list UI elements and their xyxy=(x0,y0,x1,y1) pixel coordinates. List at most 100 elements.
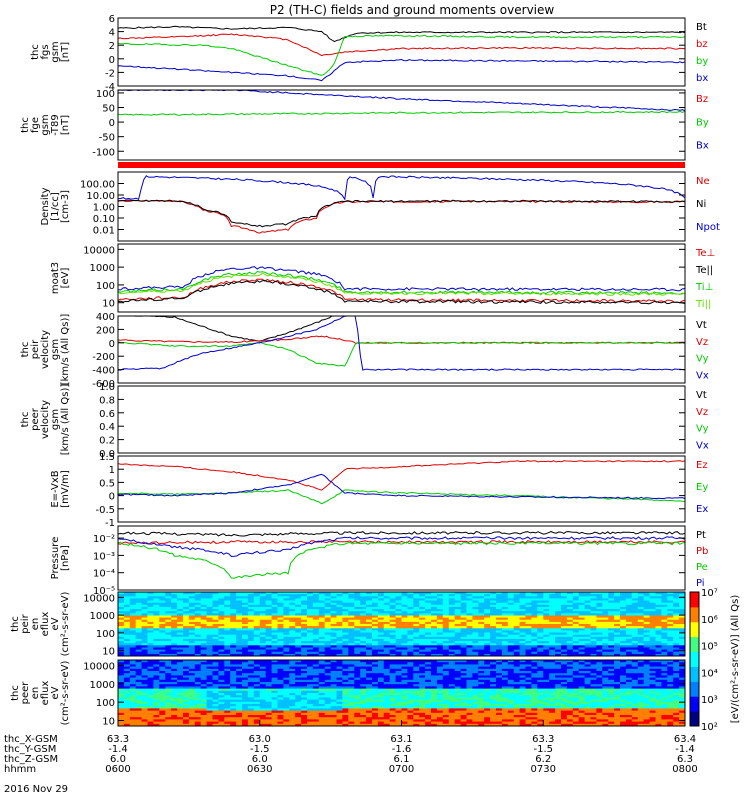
heatmap-cell xyxy=(620,606,627,610)
heatmap-cell xyxy=(153,636,160,640)
heatmap-cell xyxy=(484,626,491,629)
heatmap-cell xyxy=(478,641,485,644)
heatmap-cell xyxy=(448,596,456,599)
heatmap-cell xyxy=(501,653,509,657)
heatmap-cell xyxy=(348,621,355,625)
heatmap-cell xyxy=(519,649,526,653)
heatmap-cell xyxy=(123,666,131,670)
heatmap-cell xyxy=(478,699,485,703)
heatmap-cell xyxy=(253,643,261,646)
heatmap-cell xyxy=(649,634,656,638)
heatmap-cell xyxy=(265,660,273,663)
heatmap-cell xyxy=(407,602,414,606)
heatmap-cell xyxy=(407,684,414,687)
heatmap-cell xyxy=(324,651,332,655)
heatmap-cell xyxy=(566,645,574,648)
heatmap-cell xyxy=(123,688,131,692)
heatmap-cell xyxy=(259,695,267,698)
heatmap-cell xyxy=(218,600,225,604)
heatmap-cell xyxy=(330,662,337,665)
heatmap-cell xyxy=(171,604,178,608)
heatmap-cell xyxy=(501,624,509,627)
heatmap-cell xyxy=(312,673,320,676)
heatmap-cell xyxy=(247,710,255,714)
heatmap-cell xyxy=(425,660,432,663)
heatmap-cell xyxy=(401,628,408,631)
heatmap-cell xyxy=(584,598,591,601)
heatmap-cell xyxy=(572,643,580,646)
heatmap-cell xyxy=(224,653,231,657)
heatmap-cell xyxy=(377,619,385,623)
heatmap-cell xyxy=(472,602,479,606)
heatmap-cell xyxy=(200,662,208,665)
heatmap-cell xyxy=(407,611,414,614)
heatmap-cell xyxy=(242,619,249,623)
heatmap-cell xyxy=(472,717,479,720)
heatmap-cell xyxy=(129,604,137,608)
heatmap-cell xyxy=(537,619,544,623)
heatmap-cell xyxy=(230,671,237,674)
heatmap-cell xyxy=(242,690,249,694)
heatmap-cell xyxy=(324,710,332,714)
heatmap-cell xyxy=(519,592,526,595)
heatmap-cell xyxy=(165,721,172,725)
heatmap-cell xyxy=(236,708,243,712)
heatmap-cell xyxy=(348,697,355,701)
heatmap-cell xyxy=(625,624,633,627)
heatmap-cell xyxy=(377,708,385,712)
heatmap-cell xyxy=(490,611,497,614)
heatmap-cell xyxy=(366,664,373,668)
heatmap-cell xyxy=(342,701,349,705)
heatmap-cell xyxy=(330,613,337,616)
heatmap-cell xyxy=(307,697,314,701)
heatmap-cell xyxy=(212,708,219,712)
heatmap-cell xyxy=(289,673,296,676)
heatmap-cell xyxy=(230,699,237,703)
heatmap-cell xyxy=(141,679,148,683)
heatmap-cell xyxy=(661,645,668,648)
heatmap-cell xyxy=(366,653,373,657)
heatmap-cell xyxy=(501,611,509,614)
heatmap-cell xyxy=(383,592,391,595)
heatmap-cell xyxy=(360,719,367,723)
heatmap-cell xyxy=(679,615,686,619)
heatmap-cell xyxy=(183,649,190,653)
heatmap-cell xyxy=(442,643,450,646)
heatmap-cell xyxy=(519,641,526,644)
series-line-By xyxy=(117,110,686,116)
heatmap-cell xyxy=(259,592,267,595)
heatmap-cell xyxy=(218,641,225,644)
heatmap-cell xyxy=(165,592,172,595)
heatmap-cell xyxy=(271,701,278,705)
heatmap-cell xyxy=(159,715,166,718)
heatmap-cell xyxy=(265,682,273,685)
heatmap-cell xyxy=(183,662,190,665)
heatmap-cell xyxy=(525,609,532,612)
heatmap-cell xyxy=(253,660,261,663)
heatmap-cell xyxy=(224,602,231,606)
heatmap-cell xyxy=(625,594,633,597)
heatmap-cell xyxy=(183,643,190,646)
heatmap-cell xyxy=(342,592,349,595)
heatmap-cell xyxy=(637,621,645,625)
heatmap-cell xyxy=(425,617,432,621)
heatmap-cell xyxy=(643,596,651,599)
heatmap-cell xyxy=(442,619,450,623)
heatmap-cell xyxy=(194,624,202,627)
heatmap-cell xyxy=(407,617,414,621)
heatmap-cell xyxy=(484,604,491,608)
heatmap-cell xyxy=(549,641,556,644)
heatmap-cell xyxy=(531,636,538,640)
heatmap-cell xyxy=(348,609,355,612)
heatmap-cell xyxy=(188,686,196,690)
heatmap-cell xyxy=(454,628,462,631)
heatmap-cell xyxy=(206,638,213,642)
heatmap-cell xyxy=(318,649,326,653)
heatmap-cell xyxy=(354,668,361,672)
heatmap-cell xyxy=(188,606,196,610)
heatmap-cell xyxy=(425,609,432,612)
heatmap-cell xyxy=(377,673,385,676)
heatmap-cell xyxy=(236,594,243,597)
heatmap-cell xyxy=(247,641,255,644)
heatmap-cell xyxy=(620,641,627,644)
